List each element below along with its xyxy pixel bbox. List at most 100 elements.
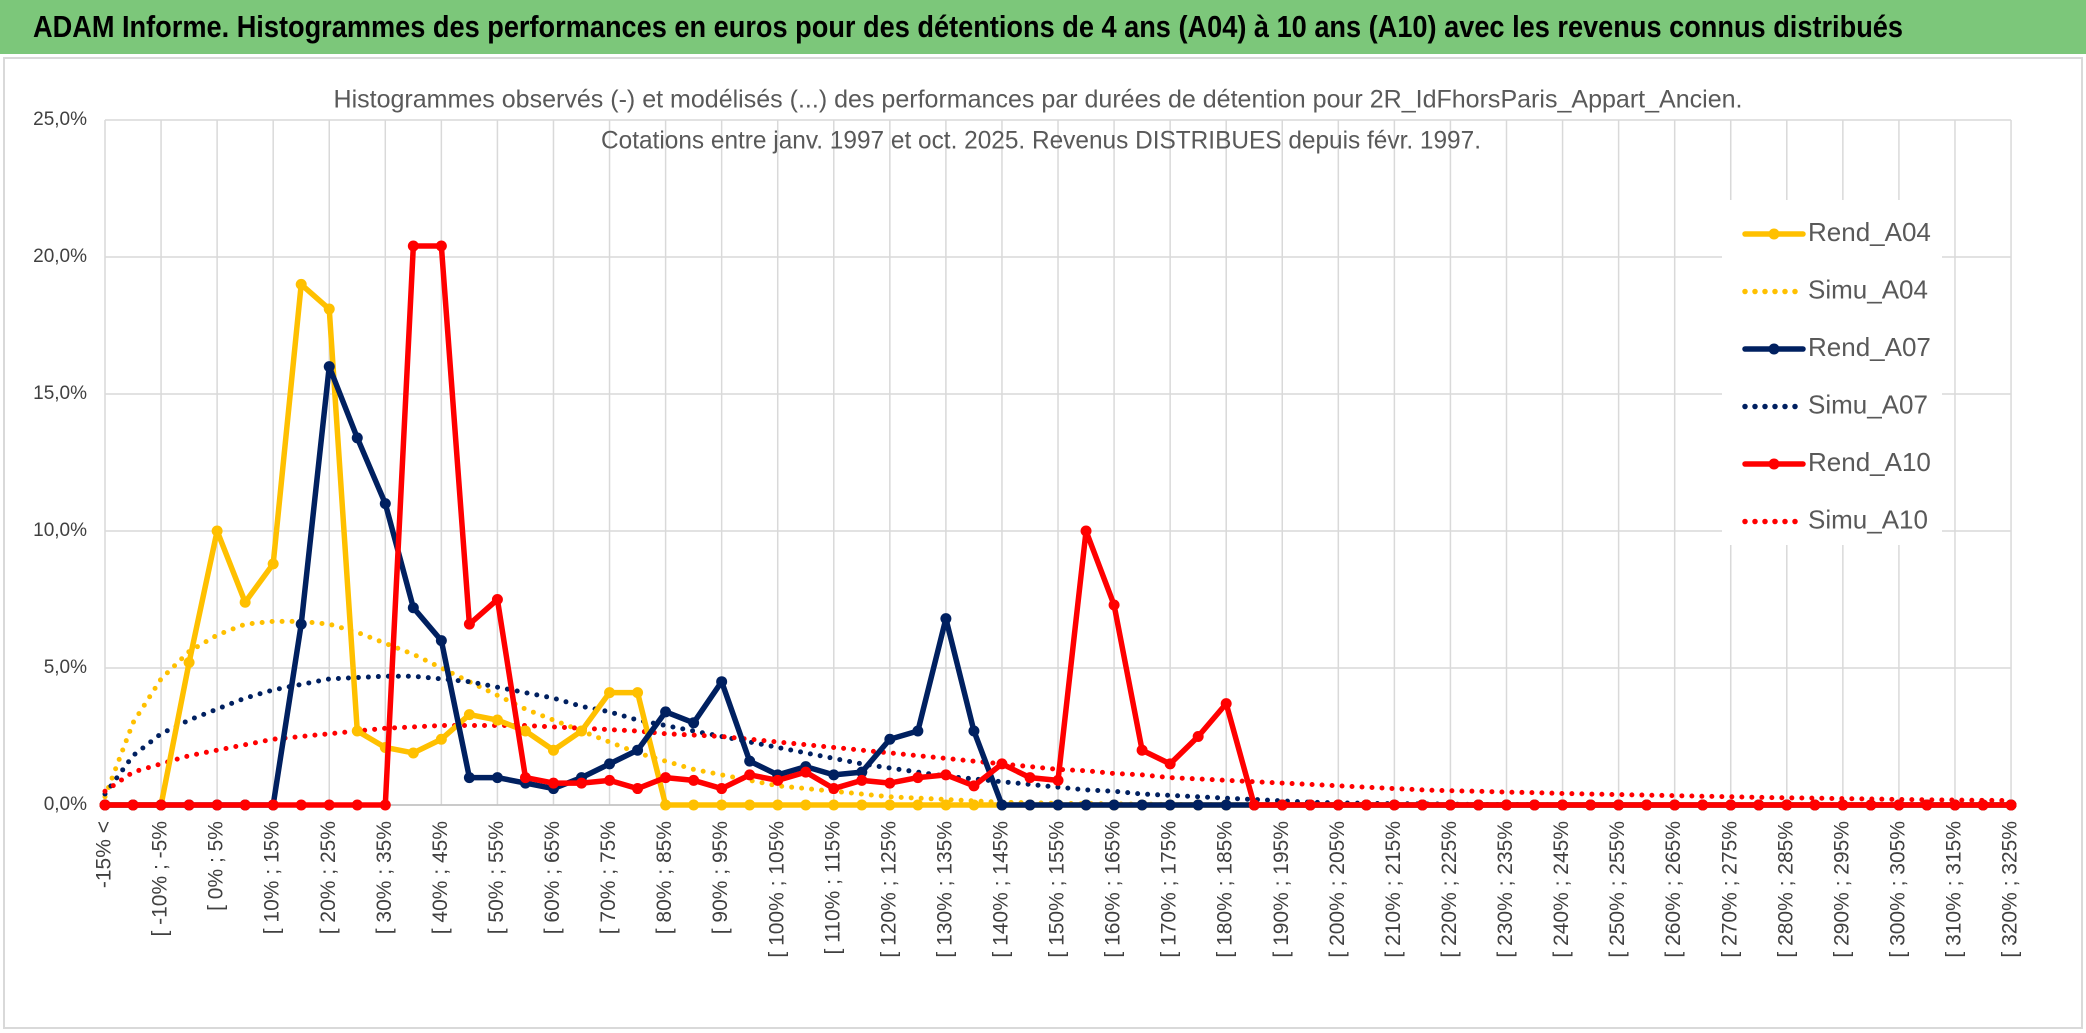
point [828,783,840,795]
point [351,432,363,444]
point [1529,799,1541,811]
x-tick-label: [ 220% ; 225% [1438,821,1461,958]
x-tick-label: [ 140% ; 145% [990,821,1013,958]
x-tick-label: [ 260% ; 265% [1662,821,1685,958]
chart-subtitle: Cotations entre janv. 1997 et oct. 2025.… [601,127,1481,155]
point [1080,525,1092,537]
point [351,799,363,811]
legend-label: Simu_A04 [1808,274,1928,304]
series-line [102,723,2014,804]
point [688,774,700,786]
point [604,687,616,699]
y-tick-label: 10,0% [33,520,87,541]
point [491,714,503,726]
point [604,758,616,770]
point [519,725,531,737]
point [912,772,924,784]
point [1669,799,1681,811]
point [1220,698,1232,710]
legend-label: Rend_A07 [1808,332,1931,362]
x-tick-label: [ 280% ; 285% [1774,821,1797,958]
point [968,799,980,811]
x-tick-label: [ 190% ; 195% [1270,821,1293,958]
point [800,799,812,811]
point [547,744,559,756]
y-tick-label: 15,0% [33,383,87,404]
x-tick-label: [ 20% ; 25% [317,821,340,934]
point [856,766,868,778]
point [491,594,503,605]
point [1080,799,1092,811]
x-tick-label: [ 120% ; 125% [877,821,900,958]
chart: 0,0% 5,0% 10,0% 15,0% 20,0% 25,0% -15% < [ -10%… [33,109,2021,958]
point [744,799,756,811]
point [1809,799,1821,811]
x-tick-label: -15% < [93,821,116,888]
point [828,769,840,781]
point [576,777,588,789]
point [968,780,980,792]
point [379,498,391,510]
point [1388,799,1400,811]
point [1108,599,1120,611]
point [716,676,728,688]
x-tick-label: [ 170% ; 175% [1158,821,1181,958]
point [660,772,672,784]
point [1108,799,1120,811]
point [1725,799,1737,811]
legend-box [1722,200,1942,545]
x-tick-label: [ 10% ; 15% [261,821,284,934]
x-tick-label: [ 130% ; 135% [933,821,956,958]
point [211,525,223,537]
point [267,558,279,570]
point [1613,799,1625,811]
x-tick-label: [ 200% ; 205% [1326,821,1349,958]
x-tick-label: [ 80% ; 85% [653,821,676,934]
point [884,777,896,789]
point [576,725,588,737]
point [632,744,644,756]
x-tick-label: [ 320% ; 325% [1999,821,2022,958]
point [688,799,700,811]
point [1444,799,1456,811]
point [884,733,896,745]
y-tick-label: 25,0% [33,109,87,130]
y-tick-label: 0,0% [44,794,87,815]
point [1753,799,1765,811]
x-tick-label: [ 110% ; 115% [821,821,844,954]
point [1164,799,1176,811]
point [1472,799,1484,811]
point [2005,799,2017,811]
point [351,725,363,737]
point [1501,799,1512,811]
chart-title: Histogrammes observés (-) et modélisés (… [334,86,1743,114]
point [996,799,1008,811]
point [884,799,896,811]
point [407,747,419,759]
point [1052,799,1064,811]
point [323,799,335,811]
point [295,618,307,630]
x-tick-label: [ 290% ; 295% [1830,821,1853,958]
point [744,769,756,781]
x-tick-label: [ 300% ; 305% [1886,821,1909,958]
legend-label: Rend_A10 [1808,447,1931,477]
y-tick-label: 5,0% [44,657,87,678]
point [632,687,644,699]
x-tick-label: [ 30% ; 35% [373,821,396,934]
point [463,618,475,630]
point [856,774,868,786]
point [183,657,195,669]
point [1360,799,1372,811]
point [940,799,952,811]
point [604,774,616,786]
point [379,799,391,811]
point [940,613,952,625]
series-line [102,673,2014,808]
point [1136,799,1148,811]
point [1164,758,1176,770]
x-tick-label: [ 250% ; 255% [1606,821,1629,958]
point [1416,799,1428,811]
x-tick-label: [ 90% ; 95% [709,821,732,934]
